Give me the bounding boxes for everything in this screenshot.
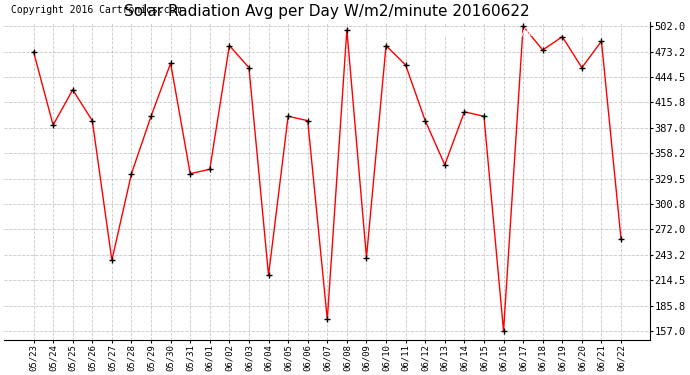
- Title: Solar Radiation Avg per Day W/m2/minute 20160622: Solar Radiation Avg per Day W/m2/minute …: [124, 4, 530, 19]
- Text: Radiation  (W/m2/Minute): Radiation (W/m2/Minute): [444, 28, 585, 38]
- Text: Copyright 2016 Cartronics.com: Copyright 2016 Cartronics.com: [10, 5, 181, 15]
